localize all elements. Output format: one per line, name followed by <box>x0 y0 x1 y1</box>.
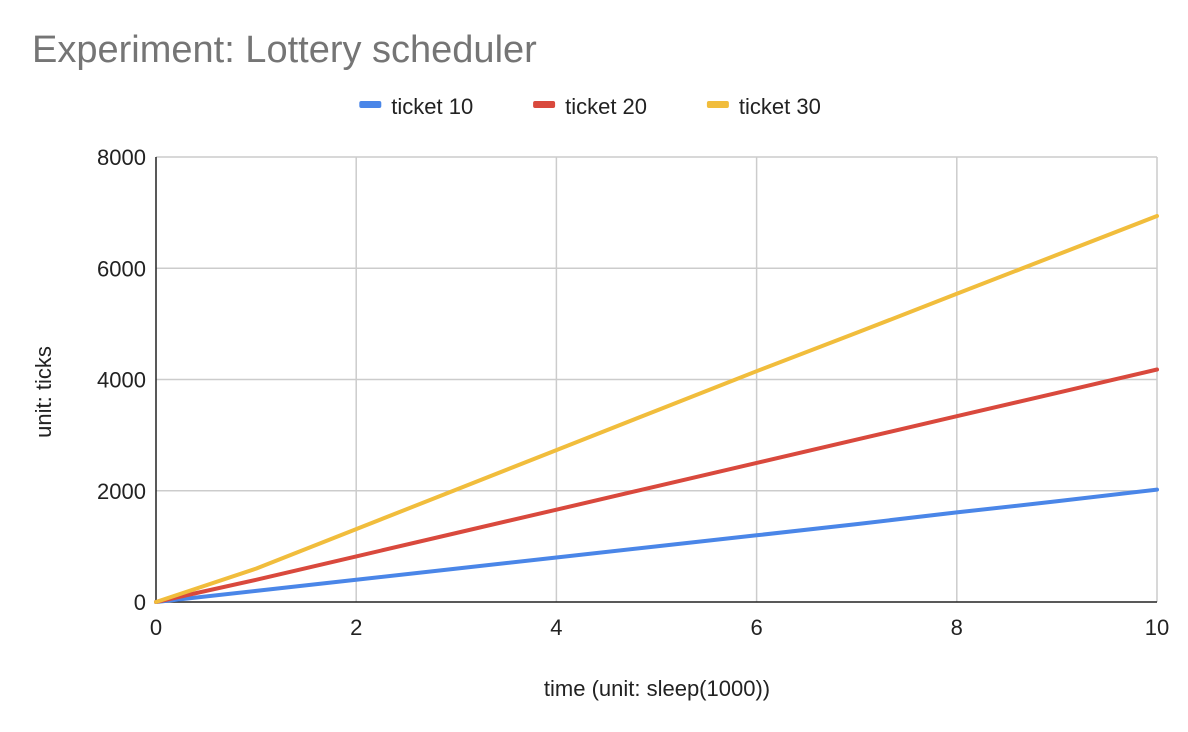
series-line-ticket-20 <box>154 367 1159 604</box>
tick-labels: 0 2 4 6 8 10 0 2000 4000 6000 8000 <box>97 145 1169 640</box>
x-tick-label: 8 <box>951 615 963 640</box>
y-tick-label: 4000 <box>97 368 146 393</box>
legend-label: ticket 10 <box>391 94 473 119</box>
y-tick-label: 6000 <box>97 256 146 281</box>
series-line-ticket-10 <box>154 487 1159 604</box>
chart-title: Experiment: Lottery scheduler <box>32 29 537 71</box>
legend-label: ticket 20 <box>565 94 647 119</box>
legend-swatch <box>706 101 729 108</box>
x-tick-label: 0 <box>150 615 162 640</box>
legend-label: ticket 30 <box>739 94 821 119</box>
y-tick-label: 0 <box>134 590 146 615</box>
legend-item: ticket 20 <box>533 94 647 119</box>
gridlines <box>156 156 1158 602</box>
legend-swatch <box>533 101 556 108</box>
series-line-ticket-30 <box>154 214 1159 604</box>
axes <box>155 157 1157 603</box>
legend-swatch <box>359 101 382 108</box>
legend-item: ticket 30 <box>706 94 821 119</box>
legend: ticket 10 ticket 20 ticket 30 <box>359 94 821 119</box>
x-axis-label: time (unit: sleep(1000)) <box>544 676 770 701</box>
series-group <box>154 214 1159 604</box>
y-tick-label: 2000 <box>97 479 146 504</box>
x-tick-label: 6 <box>750 615 762 640</box>
x-tick-label: 2 <box>350 615 362 640</box>
x-tick-label: 4 <box>550 615 562 640</box>
x-tick-label: 10 <box>1145 615 1169 640</box>
legend-item: ticket 10 <box>359 94 473 119</box>
y-axis-label: unit: ticks <box>31 346 56 438</box>
y-tick-label: 8000 <box>97 145 146 170</box>
